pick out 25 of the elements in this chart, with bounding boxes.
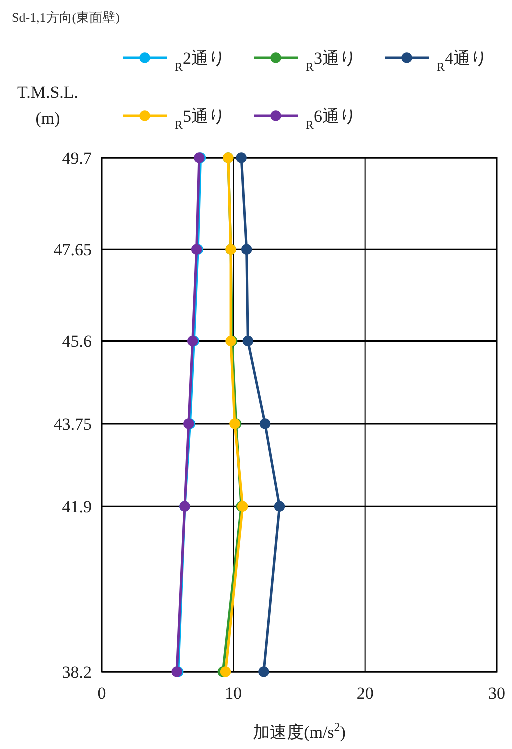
x-axis-title: 加速度(m/s$^{2}$) (253, 720, 346, 742)
y-axis-title: T.M.S.L. (m) (17, 83, 79, 128)
legend-label: $_{R}$2通り (175, 49, 226, 74)
y-tick-label: 43.75 (54, 414, 92, 434)
y-tick-label: 49.7 (62, 148, 92, 168)
x-tick-label: 20 (356, 684, 374, 703)
point (258, 666, 270, 678)
point (236, 152, 247, 164)
y-tick-label: 47.65 (54, 240, 92, 260)
point (260, 418, 271, 430)
legend-label: $_{R}$5通り (175, 107, 226, 132)
x-tick-label: 30 (488, 684, 506, 703)
legend-label: $_{R}$4通り (437, 49, 488, 74)
point (242, 336, 254, 347)
y-tick-label: 45.6 (62, 332, 92, 352)
legend-label: $_{R}$3通り (306, 49, 356, 74)
point (220, 666, 232, 678)
legend-label: $_{R}$6通り (306, 107, 356, 132)
point (241, 244, 252, 255)
x-tick-label: 0 (98, 684, 106, 703)
y-tick-label: 41.9 (62, 498, 92, 517)
y-tick-label: 38.2 (62, 662, 92, 682)
x-tick-label: 10 (225, 684, 242, 703)
point (274, 501, 286, 512)
chart-title: Sd-1,1方向(東面壁) (12, 10, 120, 25)
